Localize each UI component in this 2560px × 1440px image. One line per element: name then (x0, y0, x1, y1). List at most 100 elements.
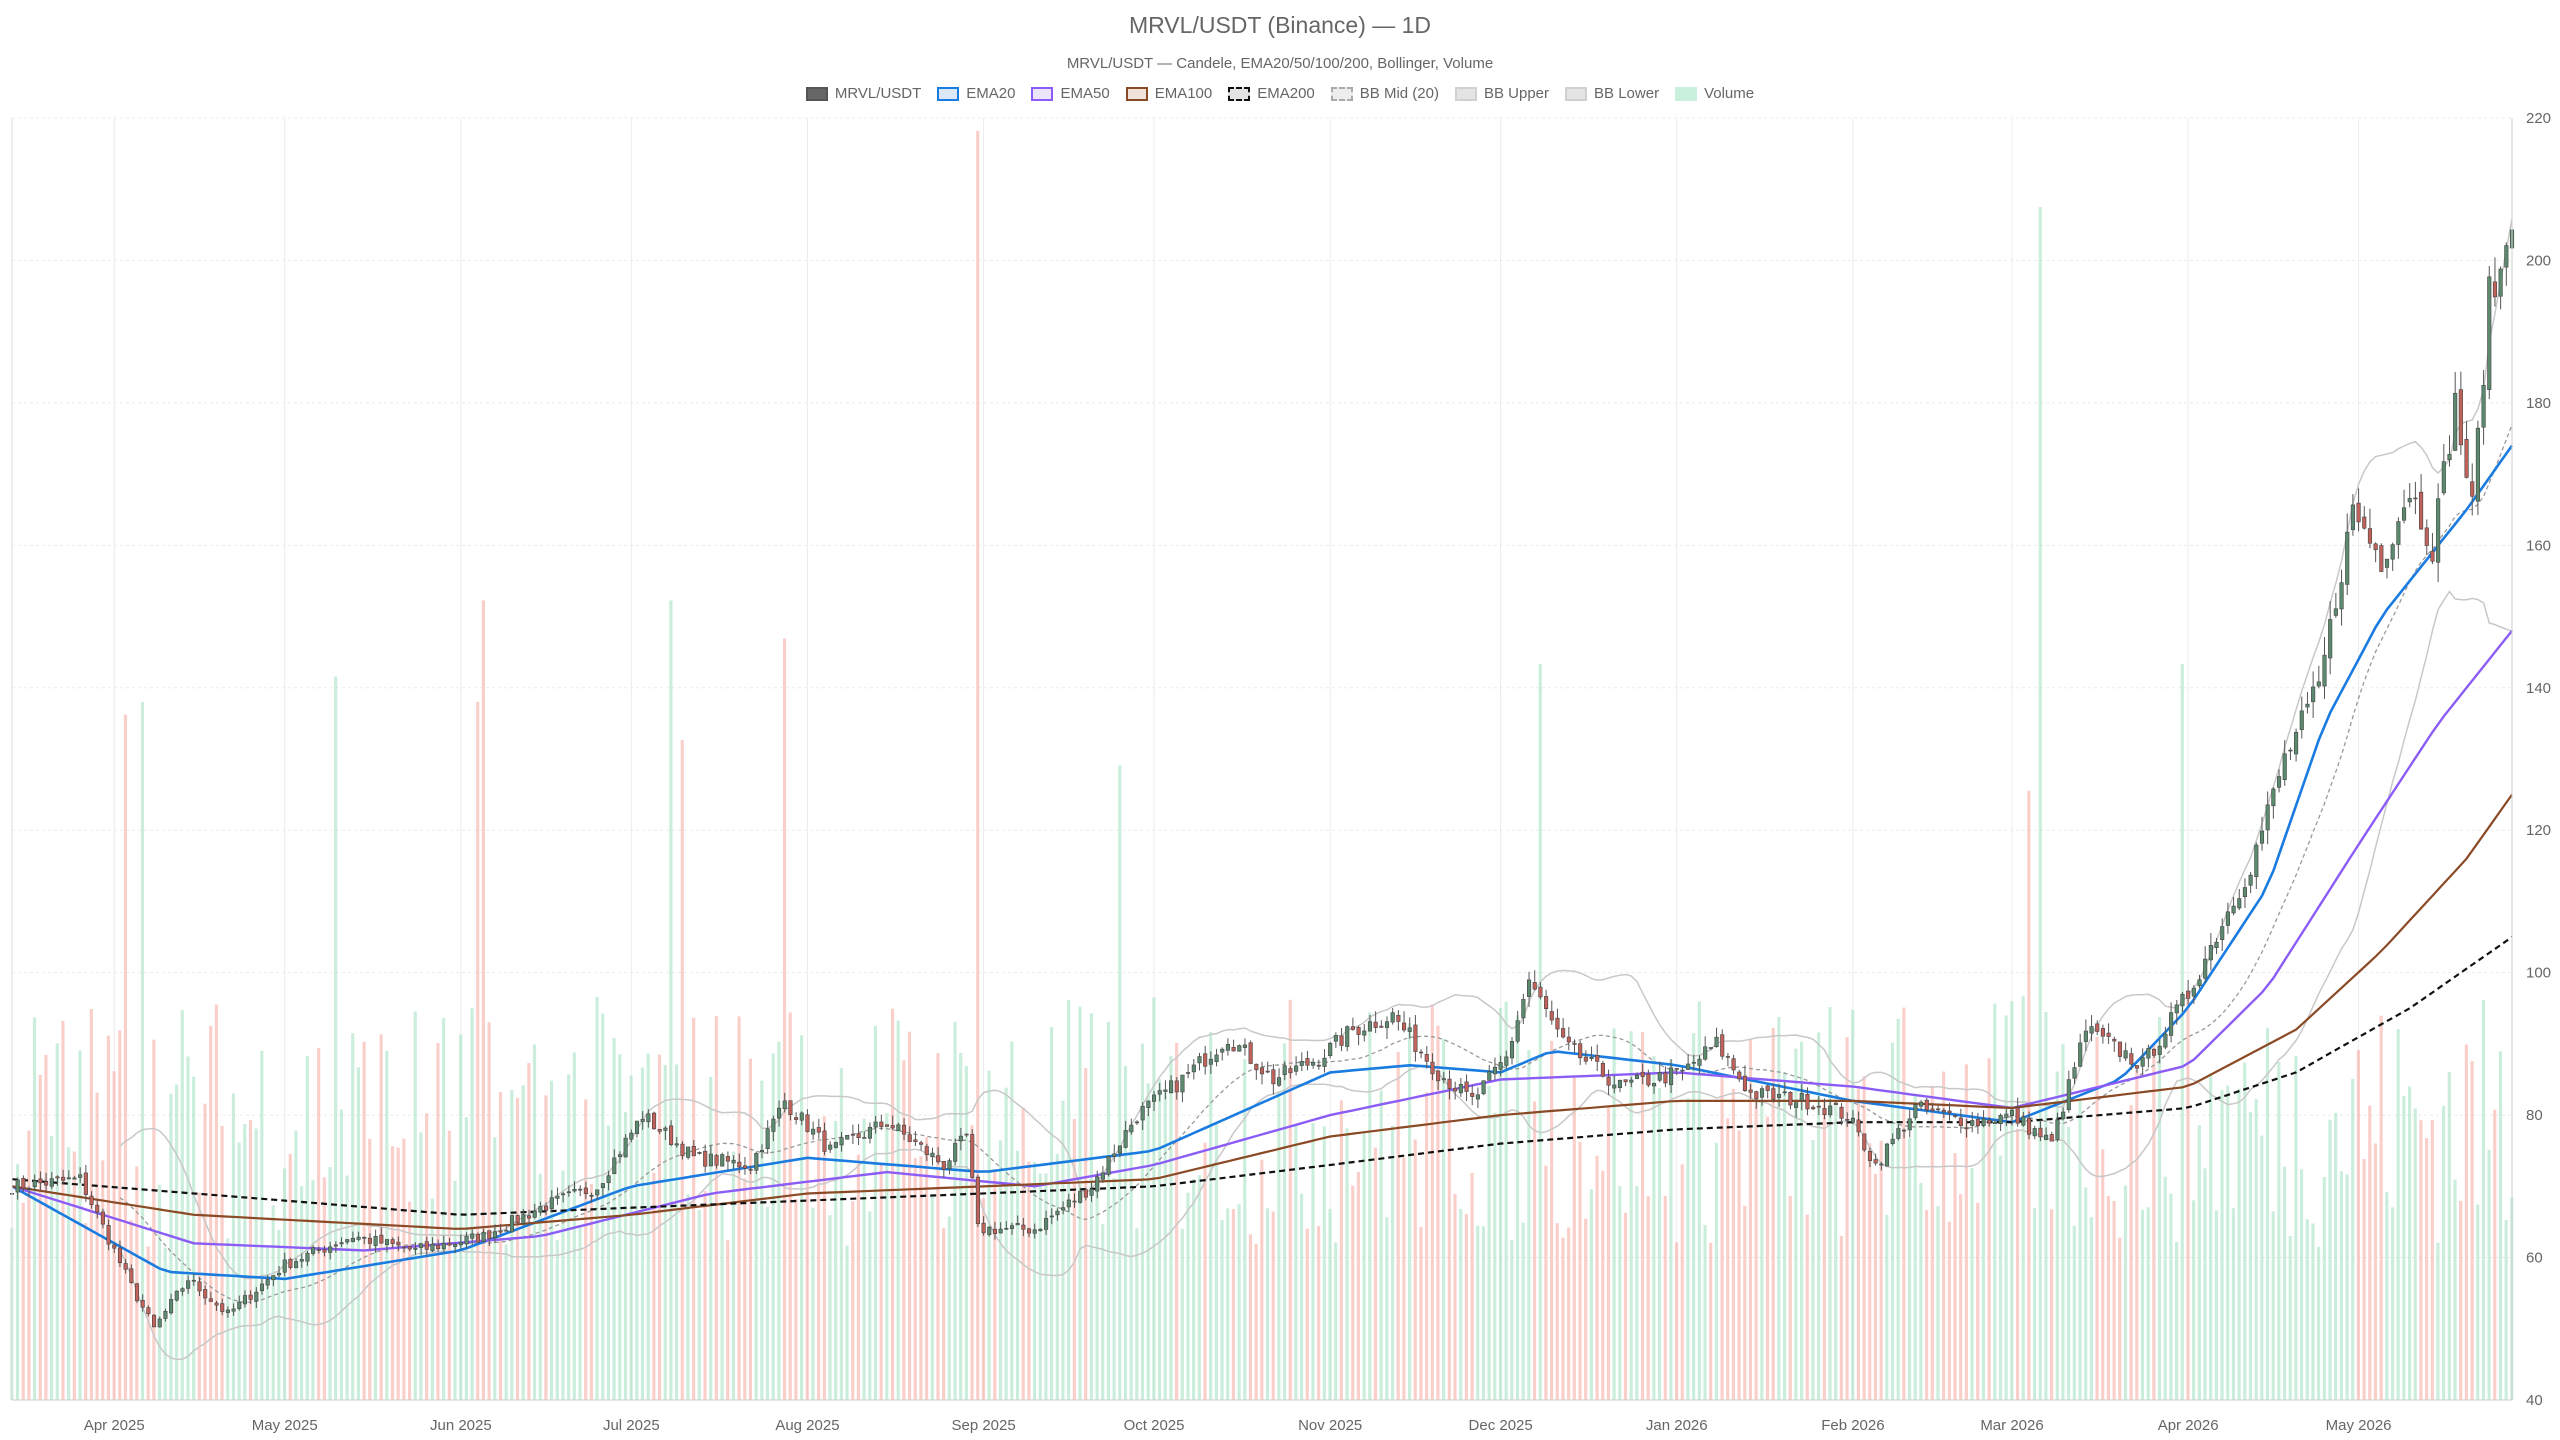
legend-item-candles[interactable]: MRVL/USDT (805, 85, 922, 102)
volume-bar (930, 1195, 934, 1400)
candle-body (1720, 1034, 1725, 1057)
candle-body (850, 1133, 855, 1136)
legend-item-bb_upper[interactable]: BB Upper (1454, 85, 1549, 102)
candle-body (1958, 1117, 1963, 1127)
volume-bar (152, 1039, 156, 1400)
volume-bar (2373, 1143, 2378, 1400)
volume-bar (1606, 1106, 1610, 1400)
candle-body (356, 1236, 361, 1240)
candle-body (112, 1244, 117, 1249)
candle-body (21, 1177, 26, 1189)
volume-bar (1800, 1041, 1804, 1400)
volume-bar (1157, 1079, 1162, 1400)
candle-body (208, 1298, 213, 1302)
volume-bar (2044, 1011, 2048, 1400)
volume-bar (1459, 1208, 1463, 1400)
volume-bar (2379, 1015, 2383, 1400)
candle-body (231, 1308, 236, 1312)
volume-bar (1680, 1164, 1684, 1400)
volume-bar (2129, 1105, 2133, 1400)
legend-item-volume[interactable]: Volume (1675, 85, 1754, 102)
x-tick-label: Mar 2026 (1980, 1417, 2043, 1434)
volume-bar (527, 1063, 531, 1400)
candle-body (1600, 1063, 1605, 1077)
legend-label-candles: MRVL/USDT (834, 85, 922, 102)
candle-body (629, 1132, 634, 1140)
x-tick-label: Jun 2025 (430, 1417, 492, 1434)
candle-body (708, 1153, 713, 1167)
candle-body (1186, 1072, 1191, 1074)
volume-bar (1373, 1147, 1378, 1400)
candle-body (589, 1194, 594, 1197)
legend-label-volume: Volume (1704, 85, 1755, 102)
volume-bar (1538, 663, 1542, 1400)
candle-body (419, 1243, 424, 1248)
volume-bar (186, 1056, 190, 1400)
volume-bar (1430, 1004, 1434, 1400)
candle-body (737, 1161, 742, 1168)
legend-item-bb_lower[interactable]: BB Lower (1565, 85, 1659, 102)
candle-body (669, 1125, 674, 1145)
candle-body (1867, 1150, 1873, 1161)
candle-body (856, 1133, 861, 1139)
volume-bar (2362, 1159, 2366, 1400)
candle-body (1754, 1091, 1759, 1100)
volume-bar (1697, 1001, 1701, 1400)
volume-bar (1561, 1237, 1565, 1400)
volume-bar (2305, 1219, 2309, 1400)
candle-body (634, 1120, 640, 1134)
volume-bar (737, 1016, 741, 1400)
candle-body (390, 1239, 395, 1244)
candle-body (2447, 454, 2452, 461)
volume-bar (1743, 1205, 1747, 1400)
candle-body (1561, 1028, 1566, 1038)
legend-item-ema100[interactable]: EMA100 (1125, 85, 1212, 102)
volume-bar (1322, 1126, 1326, 1400)
y-tick-label: 100 (2526, 965, 2551, 982)
volume-bar (260, 1050, 264, 1400)
volume-bar (800, 1035, 804, 1400)
y-tick-label: 140 (2526, 680, 2551, 697)
volume-bar (1885, 1214, 1889, 1400)
candle-body (2015, 1107, 2020, 1124)
candle-body (691, 1145, 696, 1157)
volume-bar (1231, 1209, 1235, 1400)
legend-item-ema20[interactable]: EMA20 (937, 85, 1015, 102)
volume-bar (2050, 1209, 2054, 1400)
volume-bar (1345, 1128, 1349, 1400)
legend-label-ema50: EMA50 (1060, 85, 1110, 102)
legend-swatch-candles (805, 86, 828, 101)
volume-bar (2390, 1207, 2395, 1400)
candle-body (2220, 926, 2225, 940)
candle-body (714, 1155, 719, 1166)
volume-bar (1481, 1226, 1485, 1400)
candle-body (1134, 1121, 1140, 1124)
legend-item-ema50[interactable]: EMA50 (1031, 85, 1110, 102)
volume-bar (55, 1043, 59, 1400)
volume-bar (782, 638, 787, 1400)
legend-item-ema200[interactable]: EMA200 (1228, 85, 1315, 102)
volume-bar (873, 1025, 878, 1400)
candle-body (1066, 1199, 1071, 1208)
legend-item-bb_mid[interactable]: BB Mid (20) (1330, 85, 1439, 102)
y-tick-label: 120 (2526, 822, 2551, 839)
candle-body (1453, 1087, 1458, 1092)
volume-bar (1339, 1100, 1343, 1400)
volume-bar (925, 1137, 929, 1400)
candle-body (1941, 1109, 1946, 1113)
candle-body (1646, 1073, 1651, 1086)
volume-bar (2101, 1149, 2105, 1400)
volume-bar (1976, 1202, 1980, 1400)
candle-body (2157, 1045, 2162, 1055)
candle-body (1390, 1012, 1395, 1023)
volume-bar (237, 1142, 241, 1400)
volume-bar (584, 1099, 588, 1400)
candle-body (2004, 1113, 2009, 1118)
candle-body (2203, 958, 2208, 979)
volume-bar (1271, 1211, 1275, 1400)
volume-bar (1015, 1150, 1020, 1400)
legend-swatch-ema100 (1125, 86, 1148, 101)
candle-body (1725, 1056, 1730, 1058)
candle-body (2339, 582, 2344, 610)
legend-swatch-bb_lower (1565, 86, 1588, 101)
